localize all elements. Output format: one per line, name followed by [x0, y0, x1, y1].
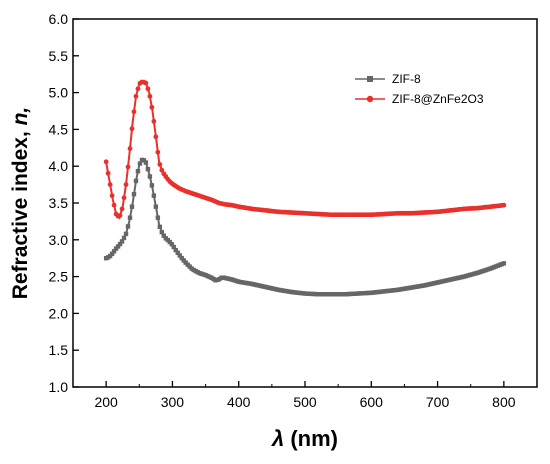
x-tick-label: 500	[293, 394, 317, 410]
x-tick-label: 200	[94, 394, 118, 410]
data-point	[155, 215, 161, 220]
data-point	[115, 244, 121, 249]
axis-ticks: 200 300 400 500 600 700 800 1.0 1.5 2.0 2.5 3.0 3.5 4…	[49, 11, 516, 410]
data-point	[179, 255, 184, 261]
y-tick-label: 2.5	[49, 269, 69, 285]
x-axis-unit: (nm)	[284, 426, 338, 451]
legend-label-zif8-znfe2o3: ZIF-8@ZnFe2O3	[392, 92, 484, 106]
data-point	[125, 164, 131, 170]
data-point	[129, 126, 135, 132]
data-point	[145, 86, 151, 92]
data-point	[117, 213, 123, 218]
y-tick-label: 5.0	[49, 85, 69, 101]
data-point	[121, 195, 127, 201]
data-point	[135, 86, 141, 92]
data-point	[159, 167, 165, 173]
legend: ZIF-8 ZIF-8@ZnFe2O3	[355, 72, 484, 106]
data-point	[111, 202, 117, 208]
data-point	[123, 231, 129, 237]
legend-marker-zif8	[367, 76, 373, 82]
data-point	[109, 193, 115, 199]
data-point	[109, 251, 115, 256]
data-point	[501, 261, 507, 266]
legend-label-zif8: ZIF-8	[392, 72, 421, 86]
data-point	[131, 109, 137, 115]
data-point	[175, 250, 180, 255]
data-point	[167, 239, 172, 245]
x-tick-label: 800	[492, 394, 516, 410]
data-point	[119, 206, 125, 212]
data-point	[123, 182, 129, 188]
data-point	[149, 104, 155, 110]
x-tick-label: 300	[161, 394, 185, 410]
data-point	[121, 235, 127, 241]
series-zif-8-znfe2o3	[103, 79, 507, 220]
data-point	[151, 193, 157, 198]
data-point	[153, 134, 159, 140]
data-point	[141, 158, 147, 163]
data-point	[173, 247, 178, 253]
data-point	[107, 182, 113, 188]
data-point	[149, 183, 155, 188]
data-point	[155, 149, 161, 155]
data-point	[153, 204, 159, 209]
y-tick-label: 4.0	[49, 158, 69, 174]
y-tick-label: 6.0	[49, 11, 69, 27]
y-tick-label: 5.5	[49, 48, 69, 64]
y-axis-text: Refractive index,	[9, 125, 32, 299]
data-point	[107, 253, 113, 259]
legend-marker-zif8-znfe2o3	[366, 95, 374, 103]
data-point	[113, 246, 119, 251]
x-axis-symbol: λ	[271, 426, 284, 451]
data-point	[159, 229, 165, 235]
y-axis-title: Refractive index, n,	[9, 107, 32, 300]
data-point	[145, 166, 151, 172]
data-point	[105, 170, 111, 176]
y-tick-label: 2.0	[49, 305, 69, 321]
data-point	[157, 162, 163, 167]
data-point	[133, 93, 139, 99]
x-tick-label: 700	[426, 394, 450, 410]
data-point	[127, 215, 133, 220]
plot-frame	[72, 18, 538, 388]
data-point	[177, 253, 182, 258]
y-tick-label: 3.0	[49, 232, 69, 248]
data-point	[119, 239, 125, 244]
data-point	[143, 80, 149, 86]
data-point	[117, 241, 123, 247]
data-point	[137, 161, 143, 166]
data-point	[157, 224, 163, 230]
data-point	[143, 160, 149, 165]
data-point	[133, 178, 139, 184]
y-tick-label: 1.0	[49, 379, 69, 395]
data-point	[501, 202, 507, 208]
y-tick-label: 1.5	[49, 342, 69, 358]
data-point	[147, 93, 153, 99]
data-point	[103, 159, 109, 165]
data-point	[111, 249, 117, 254]
data-point	[181, 258, 186, 263]
series-layer	[103, 79, 507, 297]
data-point	[161, 233, 167, 238]
y-tick-label: 4.5	[49, 121, 69, 137]
data-point	[147, 174, 153, 179]
data-point	[151, 118, 157, 124]
series-zif-8	[103, 157, 507, 297]
data-point	[171, 244, 176, 250]
y-tick-label: 3.5	[49, 195, 69, 211]
data-point	[135, 169, 141, 174]
data-point	[169, 242, 174, 247]
data-point	[127, 146, 133, 151]
x-tick-label: 400	[227, 394, 251, 410]
y-axis-symbol: n,	[9, 107, 32, 126]
x-axis-title: λ (nm)	[271, 426, 338, 451]
data-point	[129, 204, 135, 209]
data-point	[125, 224, 131, 229]
data-point	[131, 191, 137, 197]
x-tick-label: 600	[360, 394, 384, 410]
